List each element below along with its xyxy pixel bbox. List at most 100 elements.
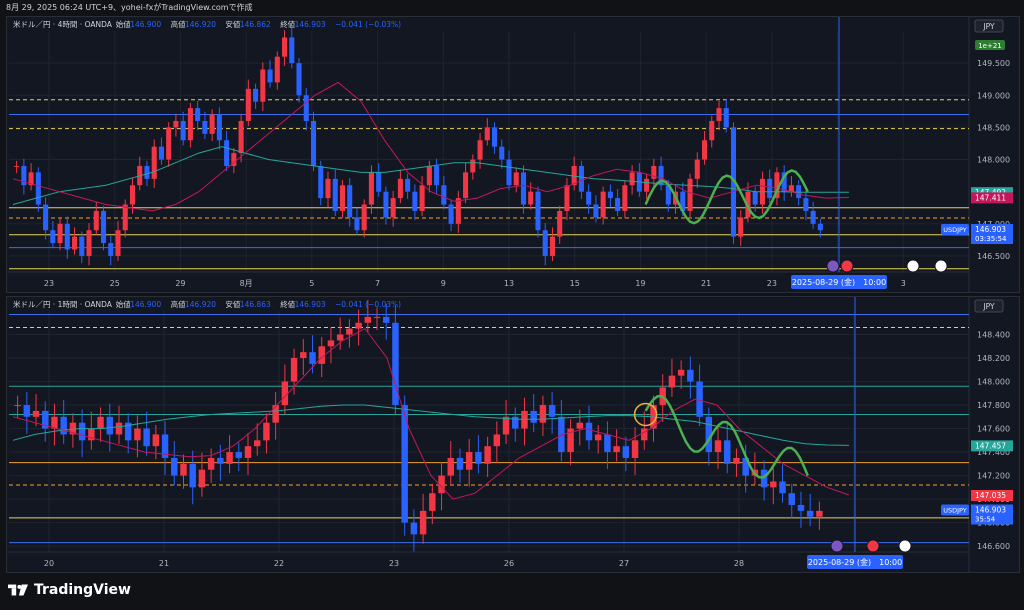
candle-body (158, 146, 164, 160)
candle-body (542, 230, 548, 256)
y-tick-label: 148.400 (977, 331, 1010, 340)
candle-body (122, 204, 128, 231)
legend-text: 146.863 (240, 300, 271, 309)
currency-box (974, 19, 1004, 33)
x-tick-label: 22 (274, 559, 284, 568)
legend-text: 146.900 (130, 300, 161, 309)
chart-pane-4h[interactable]: 2325298月5791315192123273149.500149.00014… (6, 16, 1020, 293)
legend-text: 安値 (225, 299, 240, 309)
candle-body (354, 217, 360, 231)
candle-body (463, 172, 469, 199)
candle-body (705, 416, 713, 453)
candle-body (325, 178, 331, 199)
candle-body (401, 405, 408, 523)
candle-body (42, 410, 49, 429)
y-tick-label: 149.000 (977, 91, 1010, 100)
candle-body (687, 178, 693, 211)
candle-body (14, 405, 21, 407)
chart-1h-svg[interactable]: 202122232627289月148.400148.200148.000147… (7, 297, 1019, 572)
candle-body (779, 481, 786, 494)
candle-body (78, 422, 86, 441)
candle-body (238, 120, 244, 154)
x-tick-label: 19 (635, 279, 645, 288)
candle-body (129, 185, 136, 205)
candle-body (677, 369, 685, 376)
candle-body (100, 210, 107, 244)
candle-body (217, 457, 224, 464)
candle-body (742, 457, 749, 476)
y-tick-label: 148.200 (977, 354, 1010, 363)
candle-body (475, 452, 482, 464)
candle-body (35, 172, 41, 205)
countdown-timer: 03:35:54 (975, 235, 1007, 243)
candle-body (14, 165, 20, 167)
candle-body (152, 434, 160, 447)
price-label: 147.411 (975, 193, 1006, 202)
legend-text: 146.900 (130, 20, 161, 29)
x-tick-label: 20 (44, 559, 54, 568)
candle-body (207, 457, 215, 470)
candle-body (355, 322, 362, 329)
candle-body (607, 191, 613, 199)
legend-text: 安値 (225, 19, 240, 29)
candle-body (173, 120, 179, 128)
candle-body (274, 56, 280, 83)
candle-body (260, 69, 266, 102)
candle-body (548, 405, 556, 417)
candle-body (281, 381, 289, 406)
legend-text: 米ドル／円 · 1時間 · OANDA (13, 299, 113, 309)
candle-body (253, 88, 259, 102)
candle-body (143, 428, 150, 447)
candle-body (390, 198, 396, 218)
candle-body (189, 463, 196, 488)
candle-body (470, 159, 476, 173)
candle-body (253, 440, 261, 447)
candle-body (613, 446, 620, 453)
candle-body (668, 375, 676, 388)
y-tick-label: 147.400 (977, 448, 1010, 457)
candle-body (309, 352, 316, 364)
candle-body (115, 422, 123, 435)
candle-body (760, 469, 768, 488)
x-tick-label: 13 (504, 279, 514, 288)
candle-body (455, 198, 461, 224)
candle-body (576, 422, 584, 429)
y-tick-label: 147.200 (977, 472, 1010, 481)
price-label: 147.457 (975, 441, 1006, 450)
candle-body (187, 108, 193, 141)
economic-event-icon (898, 539, 912, 553)
candle-body (593, 204, 599, 218)
candle-body (202, 120, 208, 134)
candle-body (263, 422, 270, 441)
candle-body (477, 140, 483, 160)
candle-body (447, 457, 454, 476)
y-tick-label: 148.000 (977, 156, 1010, 165)
candle-body (571, 165, 577, 186)
candle-body (346, 328, 353, 335)
candle-body (272, 405, 279, 423)
chart-pane-1h[interactable]: 202122232627289月148.400148.200148.000147… (6, 296, 1020, 573)
candle-body (520, 172, 527, 205)
x-tick-label: 7 (375, 279, 380, 288)
currency-box (974, 299, 1004, 313)
candle-body (558, 416, 565, 453)
x-tick-label: 23 (389, 559, 399, 568)
candle-body (557, 210, 563, 237)
candle-body (810, 210, 816, 224)
candle-body (332, 178, 338, 211)
date-label-box (807, 555, 903, 569)
candle-body (429, 493, 436, 511)
candle-body (60, 416, 67, 435)
symbol-tag-box (941, 224, 969, 236)
tradingview-icon (8, 584, 28, 596)
candle-body (151, 146, 157, 179)
tradingview-logo[interactable]: TradingView (8, 582, 131, 598)
candle-body (465, 452, 473, 470)
moving-average-long (12, 404, 850, 446)
moving-average-short (12, 327, 850, 500)
candle-body (226, 452, 233, 464)
chart-4h-svg[interactable]: 2325298月5791315192123273149.500149.00014… (7, 17, 1019, 292)
candle-body (738, 217, 744, 237)
candle-body (216, 114, 222, 141)
candle-body (585, 422, 593, 441)
